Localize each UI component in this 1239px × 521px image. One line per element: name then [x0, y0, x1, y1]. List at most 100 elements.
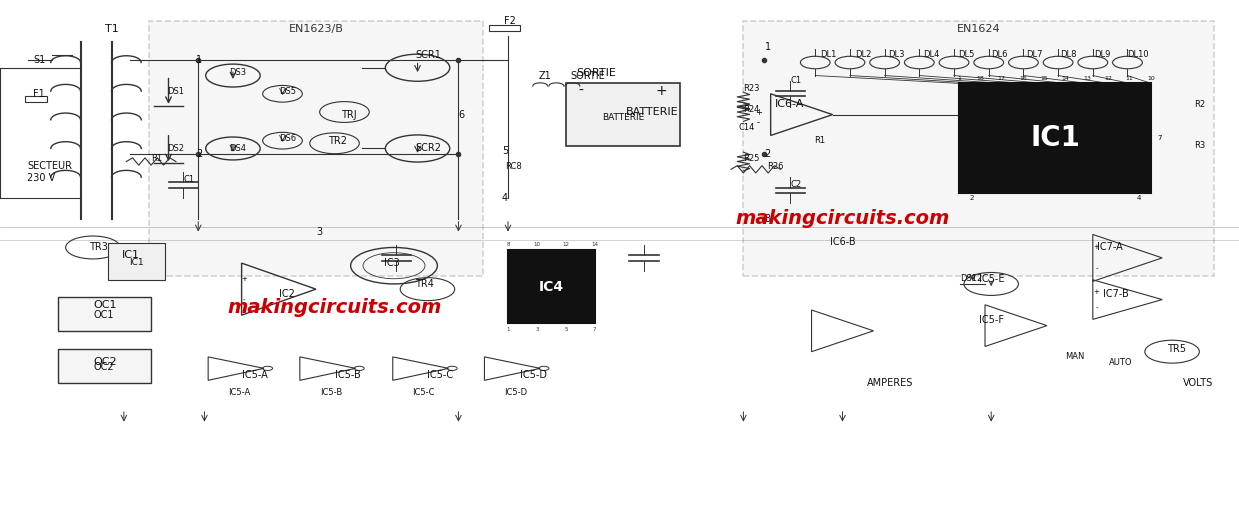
Text: C2: C2 [790, 180, 802, 190]
Text: DL7: DL7 [1026, 50, 1042, 59]
Text: DS6: DS6 [279, 133, 296, 143]
Text: TR5: TR5 [1167, 344, 1186, 354]
Text: -: - [243, 296, 245, 303]
Text: 7: 7 [593, 327, 596, 332]
Text: IC6-B: IC6-B [830, 237, 856, 247]
Text: IC5-A: IC5-A [242, 370, 268, 380]
Text: DL8: DL8 [1061, 50, 1077, 59]
Text: IC6-A: IC6-A [774, 99, 804, 109]
Text: SCR1: SCR1 [415, 49, 441, 60]
Text: TR3: TR3 [89, 242, 108, 253]
Text: IC5-A: IC5-A [228, 388, 250, 397]
Text: AUTO: AUTO [1109, 357, 1132, 367]
Text: +: + [655, 84, 668, 98]
FancyBboxPatch shape [743, 21, 1214, 276]
Text: 4: 4 [1136, 195, 1141, 202]
Text: 1: 1 [196, 55, 202, 65]
Text: -: - [579, 84, 584, 98]
Text: +: + [1094, 289, 1099, 295]
FancyBboxPatch shape [108, 243, 165, 280]
Text: IC5-E: IC5-E [979, 274, 1005, 284]
Text: R1: R1 [151, 154, 162, 164]
Text: 3: 3 [764, 214, 771, 224]
Text: 12: 12 [1104, 76, 1113, 81]
Text: C1: C1 [183, 175, 195, 184]
Text: makingcircuits.com: makingcircuits.com [735, 209, 950, 228]
Text: 1: 1 [764, 42, 771, 52]
Text: OC1: OC1 [93, 300, 116, 310]
Text: 2: 2 [969, 195, 974, 202]
Text: 10: 10 [1147, 76, 1155, 81]
Text: DL10: DL10 [1127, 50, 1149, 59]
FancyBboxPatch shape [508, 250, 595, 323]
Text: DL9: DL9 [1094, 50, 1110, 59]
Text: 11: 11 [1126, 76, 1134, 81]
Text: IC4: IC4 [539, 280, 564, 293]
Text: DS4: DS4 [229, 144, 247, 153]
Text: DS5: DS5 [279, 86, 296, 96]
Text: C14: C14 [738, 123, 755, 132]
Text: R1: R1 [814, 136, 825, 145]
Text: SORTIE: SORTIE [570, 70, 605, 81]
Text: DS3: DS3 [229, 68, 247, 78]
Text: EN1624: EN1624 [957, 23, 1001, 34]
Text: IC1: IC1 [1030, 124, 1080, 152]
Text: IC5-C: IC5-C [427, 370, 453, 380]
Bar [489, 25, 520, 31]
Text: -: - [757, 118, 760, 127]
Text: 3: 3 [535, 327, 539, 332]
Text: R3: R3 [1194, 141, 1206, 151]
Text: DL5: DL5 [958, 50, 974, 59]
Text: F1: F1 [33, 89, 45, 99]
Text: 5: 5 [564, 327, 567, 332]
Text: R25: R25 [743, 154, 760, 164]
Text: 6: 6 [458, 109, 465, 120]
Text: IC3: IC3 [384, 258, 400, 268]
Text: 13: 13 [1083, 76, 1092, 81]
Text: SORTIE: SORTIE [576, 68, 616, 78]
Text: 2: 2 [764, 148, 771, 159]
Text: R23: R23 [743, 84, 760, 93]
Text: 14: 14 [1062, 76, 1069, 81]
FancyBboxPatch shape [58, 349, 151, 383]
Text: VOLTS: VOLTS [1183, 378, 1213, 388]
Text: 16: 16 [1020, 76, 1027, 81]
Text: 1: 1 [957, 76, 961, 81]
Text: IC5-F: IC5-F [979, 315, 1004, 326]
Text: R26: R26 [767, 162, 783, 171]
Text: OC1: OC1 [94, 310, 114, 320]
Text: IC7-B: IC7-B [1103, 289, 1129, 300]
Text: C1: C1 [790, 76, 802, 85]
Text: IC5-C: IC5-C [413, 388, 435, 397]
Text: +: + [1094, 244, 1099, 251]
Text: DL4: DL4 [923, 50, 939, 59]
FancyBboxPatch shape [959, 83, 1151, 193]
Text: -: - [1095, 265, 1098, 271]
Text: IC7-A: IC7-A [1097, 242, 1123, 253]
Text: DS2: DS2 [167, 144, 185, 153]
Text: R2: R2 [1194, 100, 1206, 109]
Text: T1: T1 [105, 23, 119, 34]
FancyBboxPatch shape [149, 21, 483, 276]
Text: MAN: MAN [1066, 352, 1085, 362]
Text: DS12: DS12 [960, 274, 983, 283]
Text: IC5-B: IC5-B [335, 370, 361, 380]
Text: R24: R24 [743, 105, 760, 114]
Text: EN1623/B: EN1623/B [289, 23, 343, 34]
Text: 8: 8 [507, 242, 509, 247]
Text: IC4: IC4 [551, 258, 567, 268]
Text: IC1: IC1 [121, 250, 140, 260]
Text: 10: 10 [534, 242, 540, 247]
Text: DS1: DS1 [167, 86, 185, 96]
Text: makingcircuits.com: makingcircuits.com [227, 298, 442, 317]
Text: DL6: DL6 [991, 50, 1007, 59]
Text: -: - [1095, 304, 1098, 311]
Bar [25, 96, 47, 102]
Text: 3: 3 [316, 227, 322, 237]
Text: IC5-B: IC5-B [320, 388, 342, 397]
Text: 5: 5 [502, 146, 508, 156]
Text: SECTEUR
230 V: SECTEUR 230 V [27, 161, 72, 183]
Text: +: + [755, 107, 762, 117]
Text: BATTERIE: BATTERIE [602, 113, 644, 122]
Text: 7: 7 [1157, 135, 1162, 141]
